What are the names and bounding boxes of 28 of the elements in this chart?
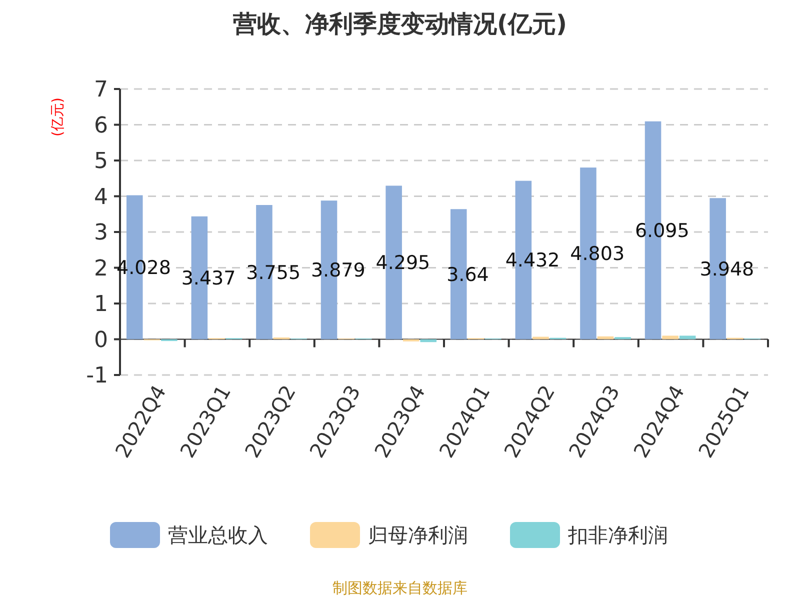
- chart-title: 营收、净利季度变动情况(亿元): [232, 10, 567, 38]
- legend-label: 营业总收入: [168, 523, 268, 547]
- data-label: 3.948: [700, 258, 754, 280]
- y-axis-title: (亿元): [50, 98, 66, 136]
- bar: [679, 336, 696, 340]
- y-tick-label: 5: [94, 149, 108, 174]
- legend-label: 归母净利润: [368, 523, 468, 547]
- y-tick-label: 0: [94, 328, 108, 353]
- text: 制图数据来自数据库: [332, 579, 468, 597]
- data-label: 6.095: [634, 220, 690, 242]
- y-tick-label: 2: [94, 256, 108, 282]
- data-label: 3.879: [310, 260, 366, 282]
- data-label: 3.437: [181, 267, 236, 290]
- y-tick-label: 7: [94, 78, 108, 103]
- data-label: 3.64: [446, 264, 489, 286]
- y-tick-label: 3: [94, 220, 108, 246]
- data-label: 4.803: [570, 243, 625, 266]
- y-tick-label: 1: [94, 292, 108, 318]
- data-label: 3.755: [246, 262, 301, 284]
- bar: [532, 336, 549, 340]
- data-label: 4.295: [376, 252, 430, 274]
- bar: [597, 336, 614, 340]
- y-tick-label: 6: [94, 113, 108, 138]
- bar: [662, 336, 678, 340]
- data-label: 4.432: [505, 250, 560, 272]
- y-tick-label: 4: [94, 184, 108, 210]
- legend-label: 扣非净利润: [567, 523, 668, 547]
- y-tick-label: -1: [86, 364, 108, 389]
